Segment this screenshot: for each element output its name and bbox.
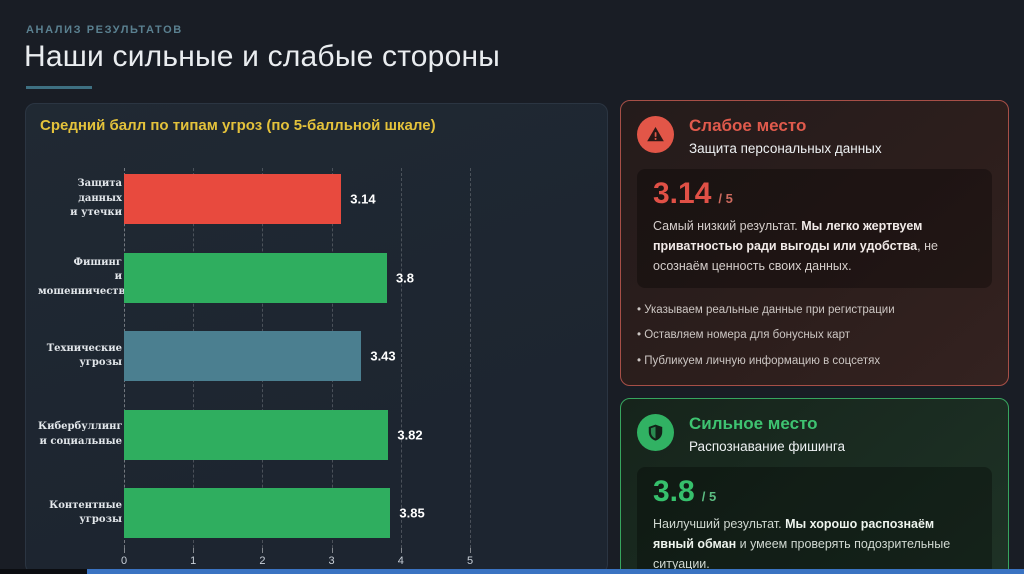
weak-score-box: 3.14 / 5 Самый низкий результат. Мы легк… — [637, 169, 992, 288]
gridline — [400, 168, 402, 548]
strong-desc-bold: Мы хорошо распознаём явный обман — [653, 516, 935, 551]
bar — [124, 331, 362, 382]
category-label: Защита данных и утечки — [70, 178, 122, 219]
x-tick-label: 3 — [328, 555, 335, 567]
x-tick-label: 4 — [397, 555, 404, 567]
bullet-item: Публикуем личную информацию в соцсетях — [637, 352, 992, 370]
weak-panel-headings: Слабое место Защита персональных данных — [689, 116, 882, 156]
weak-desc-tail: , не осознаём ценность своих данных. — [653, 238, 938, 273]
strong-desc-lead: Наилучший результат. — [653, 516, 786, 531]
weak-panel: Слабое место Защита персональных данных … — [620, 100, 1009, 386]
bar-track: 3.43 — [124, 331, 591, 382]
bar-value-label: 3.82 — [397, 427, 423, 443]
tick-mark — [400, 548, 402, 553]
weak-score-value: 3.14 — [653, 177, 712, 211]
category-label: Технические угрозы — [46, 342, 122, 369]
weak-desc-bold: Мы легко жертвуем приватностью ради выго… — [653, 218, 923, 253]
bar — [124, 409, 389, 460]
bar — [124, 252, 387, 303]
category-label: Фишинг и мошенничество — [38, 256, 133, 297]
weak-panel-subheading: Защита персональных данных — [689, 141, 882, 157]
strong-score-max: / 5 — [701, 489, 717, 505]
strong-description: Наилучший результат. Мы хорошо распознаё… — [653, 514, 976, 574]
strong-panel-subheading: Распознавание фишинга — [689, 439, 846, 455]
weak-panel-header: Слабое место Защита персональных данных — [621, 101, 1008, 156]
bar — [124, 488, 391, 539]
bar-value-label: 3.8 — [395, 270, 415, 286]
chart-rows: Защита данных и утечки 3.14 Фишинг и мошен… — [38, 174, 591, 548]
tick-mark — [262, 548, 264, 553]
strong-panel-heading: Сильное место — [689, 414, 818, 433]
title-underline — [26, 86, 92, 89]
chart-title: Средний балл по типам угроз (по 5-балльн… — [40, 117, 436, 134]
weak-score-line: 3.14 / 5 — [653, 177, 976, 212]
progress-bar[interactable] — [87, 569, 1024, 574]
bar-track: 3.82 — [124, 409, 591, 460]
strong-panel-header: Сильное место Распознавание фишинга — [621, 399, 1008, 454]
weak-description: Самый низкий результат. Мы легко жертвуе… — [653, 216, 976, 276]
bar-value-label: 3.85 — [399, 505, 425, 521]
eyebrow-label: АНАЛИЗ РЕЗУЛЬТАТОВ — [26, 24, 183, 36]
bar — [124, 174, 342, 224]
weak-panel-heading: Слабое место — [689, 116, 807, 135]
chart-row: Технические угрозы 3.43 — [38, 331, 591, 382]
tick-mark — [470, 548, 471, 553]
strong-panel: Сильное место Распознавание фишинга 3.8 … — [620, 398, 1009, 574]
chart-x-axis: 0 1 2 3 4 5 — [121, 548, 476, 574]
chart-row: Контентные угрозы 3.85 — [38, 488, 591, 539]
tick-mark — [193, 548, 195, 553]
x-tick-label: 5 — [466, 555, 474, 567]
weak-desc-lead: Самый низкий результат. — [653, 218, 802, 233]
chart-row: Кибербуллинг и социальные 3.82 — [38, 409, 591, 460]
warning-triangle-icon — [637, 116, 674, 153]
strong-panel-headings: Сильное место Распознавание фишинга — [689, 414, 845, 454]
tick-mark — [331, 548, 333, 553]
bar-value-label: 3.14 — [350, 191, 376, 207]
x-tick-label: 2 — [259, 555, 266, 567]
strong-score-value: 3.8 — [653, 475, 695, 509]
shield-icon — [637, 414, 674, 451]
weak-score-max: / 5 — [718, 191, 733, 207]
chart-row: Защита данных и утечки 3.14 — [38, 174, 591, 224]
bar-value-label: 3.43 — [370, 348, 396, 364]
progress-track — [0, 569, 1024, 574]
bar-track: 3.14 — [124, 174, 591, 224]
bullet-item: Оставляем номера для бонусных карт — [637, 326, 992, 344]
chart-panel: Средний балл по типам угроз (по 5-балльн… — [25, 103, 608, 574]
tick-mark — [124, 548, 125, 553]
x-tick-label: 1 — [190, 555, 197, 567]
x-tick-label: 0 — [120, 555, 128, 567]
bar-track: 3.8 — [124, 252, 591, 303]
strong-score-line: 3.8 / 5 — [653, 475, 976, 510]
bar-track: 3.85 — [124, 488, 591, 539]
chart-row: Фишинг и мошенничество 3.8 — [38, 252, 591, 303]
bullet-item: Указываем реальные данные при регистраци… — [637, 301, 992, 319]
gridline — [470, 168, 471, 548]
category-label: Контентные угрозы — [49, 499, 122, 526]
weak-bullet-list: Указываем реальные данные при регистраци… — [637, 301, 992, 370]
strong-score-box: 3.8 / 5 Наилучший результат. Мы хорошо р… — [637, 467, 992, 574]
page-title: Наши сильные и слабые стороны — [24, 40, 500, 73]
strong-desc-tail: и умеем проверять подозрительные ситуаци… — [653, 536, 951, 571]
category-label: Кибербуллинг и социальные — [38, 421, 123, 447]
